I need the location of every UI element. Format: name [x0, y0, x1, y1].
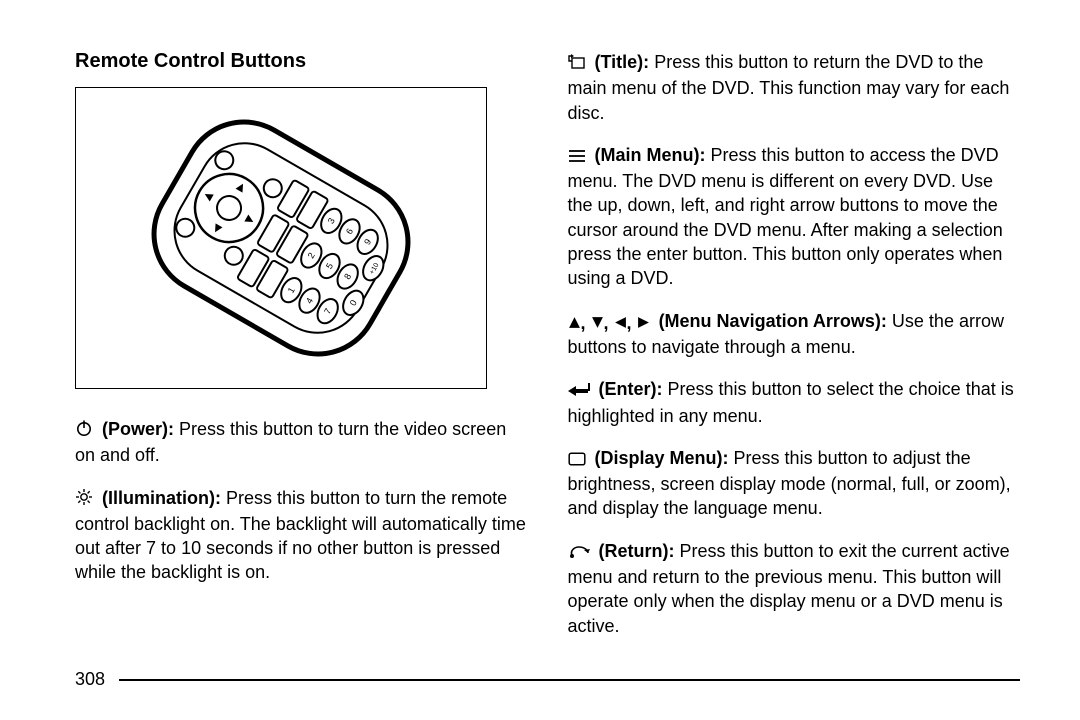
entry-label: (Main Menu):: [595, 145, 706, 165]
page-number: 308: [75, 669, 105, 690]
left-column: Remote Control Buttons: [75, 50, 528, 659]
entry-enter: (Enter): Press this button to select the…: [568, 377, 1021, 428]
illumination-icon: [75, 488, 93, 512]
entry-display: (Display Menu): Press this button to adj…: [568, 446, 1021, 521]
manual-page: Remote Control Buttons: [0, 0, 1080, 720]
entry-label: (Title):: [595, 52, 650, 72]
remote-illustration: 123 456 789 0+10: [75, 87, 487, 389]
mainmenu-icon: [568, 145, 586, 169]
entry-desc: Press this button to access the DVD menu…: [568, 145, 1003, 288]
page-footer: 308: [75, 659, 1020, 690]
two-column-layout: Remote Control Buttons: [75, 50, 1020, 659]
entry-label: (Power):: [102, 419, 174, 439]
section-title: Remote Control Buttons: [75, 50, 528, 73]
entry-title: (Title): Press this button to return the…: [568, 50, 1021, 125]
entry-label: (Illumination):: [102, 488, 221, 508]
footer-rule: [119, 679, 1020, 681]
entry-label: (Enter):: [599, 379, 663, 399]
entry-return: (Return): Press this button to exit the …: [568, 539, 1021, 638]
entry-power: (Power): Press this button to turn the v…: [75, 417, 528, 468]
title-icon: [568, 52, 586, 76]
arrows-icon: , , ,: [568, 311, 650, 335]
entry-label: (Menu Navigation Arrows):: [659, 311, 887, 331]
return-icon: [568, 541, 590, 565]
entry-label: (Display Menu):: [595, 448, 729, 468]
display-icon: [568, 448, 586, 472]
right-column: (Title): Press this button to return the…: [568, 50, 1021, 659]
enter-icon: [568, 379, 590, 403]
entry-mainmenu: (Main Menu): Press this button to access…: [568, 143, 1021, 291]
remote-svg: 123 456 789 0+10: [96, 108, 466, 368]
entry-arrows: , , , (Menu Navigation Arrows): Use the …: [568, 309, 1021, 360]
entry-illumination: (Illumination): Press this button to tur…: [75, 486, 528, 585]
power-icon: [75, 419, 93, 443]
entry-label: (Return):: [599, 541, 675, 561]
